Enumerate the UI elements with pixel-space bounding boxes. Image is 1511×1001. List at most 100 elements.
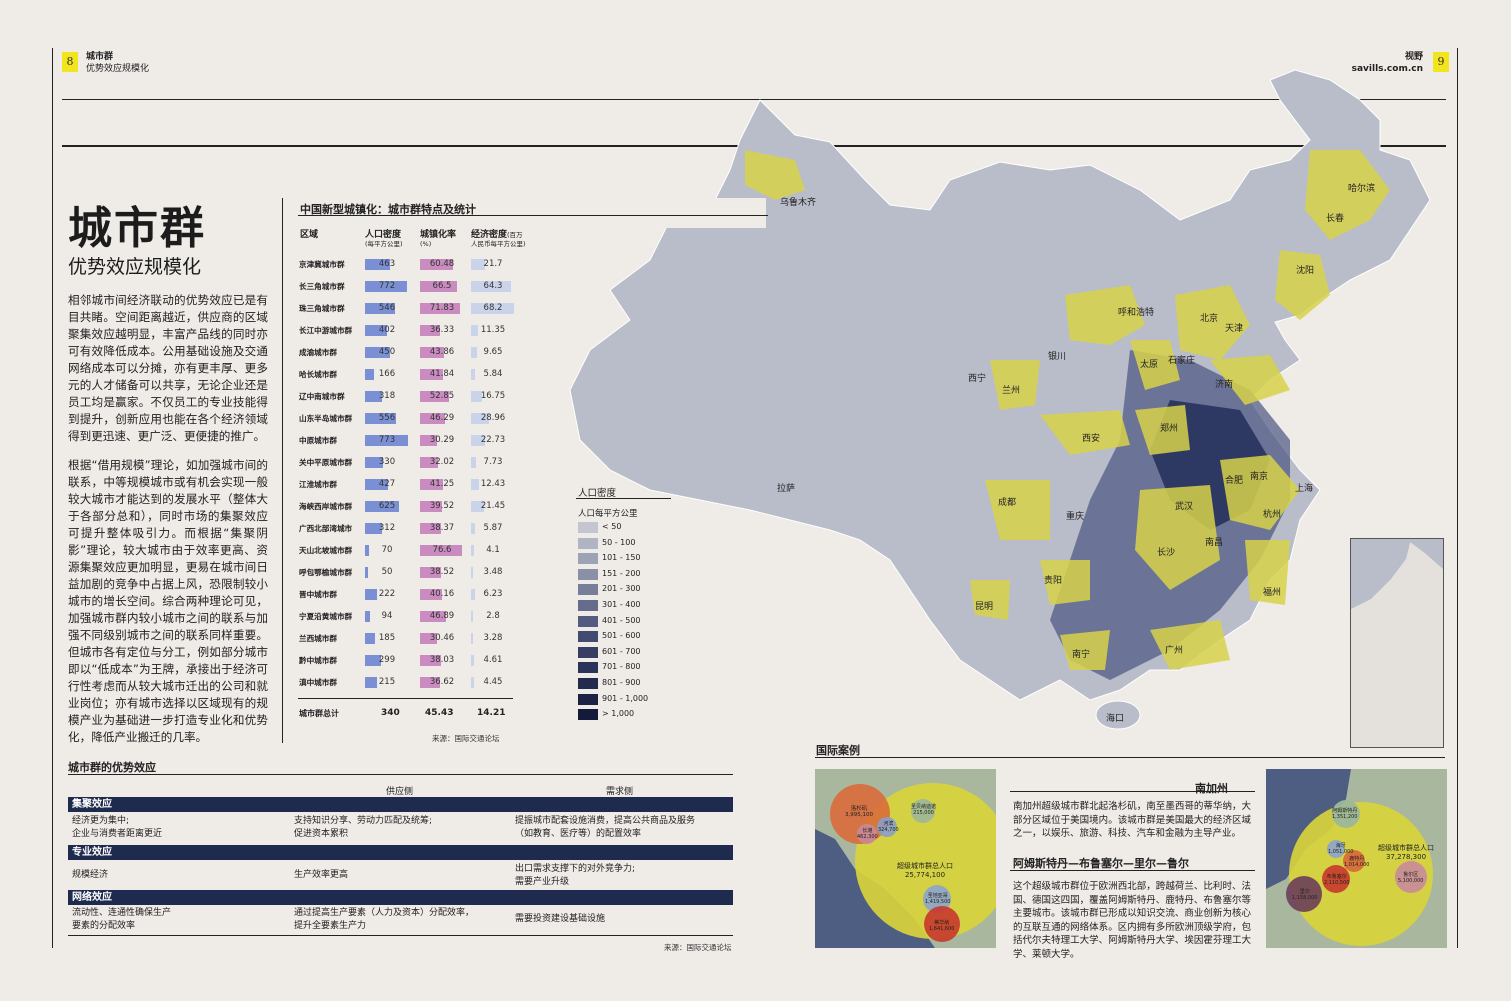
stats-row: 珠三角城市群 546 71.83 68.2 xyxy=(299,298,529,320)
inset-map xyxy=(1351,539,1443,609)
legend-items: < 50 50 - 100 101 - 150 151 - 200 201 - 300 3… xyxy=(578,520,668,721)
econ-bar xyxy=(471,325,479,336)
econ-bar xyxy=(471,589,475,600)
stats-source: 来源：国际交通论坛 xyxy=(432,734,500,743)
city-label: 郑州 xyxy=(1160,424,1179,434)
legend-label: 801 - 900 xyxy=(602,678,641,687)
stats-row: 京津冀城市群 463 60.48 21.7 xyxy=(299,254,529,276)
header-rule xyxy=(62,99,1446,100)
urban-bar xyxy=(420,545,463,556)
density-bar-value: 772 xyxy=(378,281,396,291)
effect-description: 规模经济 xyxy=(72,870,109,880)
column-divider xyxy=(282,198,283,743)
ams-title: 阿姆斯特丹—布鲁塞尔—里尔—鲁尔 xyxy=(1013,857,1189,870)
cluster-region xyxy=(1040,560,1090,605)
section-band: 集聚效应 xyxy=(68,797,733,812)
urban-bar-value: 36.33 xyxy=(429,325,455,335)
socal-map: 洛杉矶 3,995,100 圣贝纳迪诺 215,000 长滩 462,300 河滨 32… xyxy=(815,769,996,948)
density-bar-value: 70 xyxy=(381,545,393,555)
urban-bar xyxy=(420,611,446,622)
density-bar-value: 427 xyxy=(378,479,396,489)
stats-row: 呼包鄂榆城市群 50 38.52 3.48 xyxy=(299,562,529,584)
urban-bar-value: 46.29 xyxy=(429,413,455,423)
legend-rule xyxy=(576,498,671,499)
stats-row: 山东半岛城市群 556 46.29 28.96 xyxy=(299,408,529,430)
density-bar xyxy=(365,369,375,380)
stats-table-title: 中国新型城镇化：城市群特点及统计 xyxy=(300,203,476,216)
econ-bar-value: 68.2 xyxy=(483,303,503,313)
demand-side-text: 提振城市配套设施消费，提高公共商品及服务 （如教育、医疗等）的配置效率 xyxy=(515,816,696,839)
stats-row: 广西北部湾城市 312 38.37 5.87 xyxy=(299,518,529,540)
econ-bar xyxy=(471,281,512,292)
bubble-tj xyxy=(924,906,960,942)
econ-bar-value: 16.75 xyxy=(480,391,506,401)
city-label: 南京 xyxy=(1250,472,1269,482)
legend-swatch xyxy=(578,662,598,674)
left-page-number: 8 xyxy=(62,52,78,72)
econ-bar-value: 9.65 xyxy=(483,347,503,357)
bubble-label-lb: 长滩 462,300 xyxy=(857,828,878,840)
col-econ-unit-a: (百万 xyxy=(507,231,523,239)
bubble-ams xyxy=(1332,800,1360,828)
effect-description: 经济更为集中; 企业与消费者距离更近 xyxy=(72,816,163,839)
ams-rule xyxy=(1010,870,1255,871)
urban-bar xyxy=(420,633,437,644)
legend-swatch xyxy=(578,615,598,627)
site-url[interactable]: savills.com.cn xyxy=(1351,64,1423,74)
advantages-rule xyxy=(68,774,733,775)
col-urban: 城镇化率 (%) xyxy=(420,230,456,248)
legend-swatch xyxy=(578,600,598,611)
region-name: 海峡西岸城市群 xyxy=(299,502,353,511)
urban-bar xyxy=(420,501,442,512)
density-bar xyxy=(365,347,390,358)
region-name: 哈长城市群 xyxy=(299,370,337,379)
col-density-unit: (每平方公里) xyxy=(365,240,403,248)
urban-bar xyxy=(420,259,454,270)
col-urban-unit: (%) xyxy=(420,240,432,248)
urban-bar-value: 41.25 xyxy=(429,479,455,489)
econ-bar-value: 6.23 xyxy=(483,589,503,599)
density-bar-value: 299 xyxy=(378,655,396,665)
city-label: 西宁 xyxy=(968,374,987,384)
econ-bar-value: 12.43 xyxy=(480,479,506,489)
stats-row: 滇中城市群 215 36.62 4.45 xyxy=(299,672,529,694)
city-label: 杭州 xyxy=(1263,510,1282,520)
supply-side-text: 通过提高生产要素（人力及资本）分配效率， 提升全要素生产力 xyxy=(294,908,475,931)
legend-label: 201 - 300 xyxy=(602,584,641,594)
advantages-bottom-rule xyxy=(68,935,733,936)
region-name: 辽中南城市群 xyxy=(299,392,345,401)
urban-bar-value: 38.52 xyxy=(429,567,455,577)
density-bar-value: 330 xyxy=(378,457,396,467)
region-name: 宁夏沿黄城市群 xyxy=(299,612,353,621)
urban-bar xyxy=(420,303,460,314)
city-label: 天津 xyxy=(1225,324,1244,334)
cluster-region xyxy=(990,360,1040,410)
legend-label: 101 - 150 xyxy=(602,553,641,563)
legend-unit: 人口每平方公里 xyxy=(578,509,638,519)
density-bar xyxy=(365,677,377,688)
econ-bar xyxy=(471,391,482,402)
econ-bar xyxy=(471,501,485,512)
socal-body: 南加州超级城市群北起洛杉矶，南至墨西哥的蒂华纳，大部分区域位于美国境内。该城市群… xyxy=(1013,801,1251,839)
density-bar-value: 185 xyxy=(378,633,396,643)
col-supply: 供应侧 xyxy=(386,787,414,797)
density-bar-value: 773 xyxy=(378,435,396,445)
region-name: 关中平原城市群 xyxy=(299,458,353,467)
stats-row: 兰西城市群 185 30.46 3.28 xyxy=(299,628,529,650)
bubble-riv xyxy=(877,817,897,837)
hainan-island xyxy=(1095,700,1141,730)
econ-bar-value: 7.73 xyxy=(483,457,503,467)
stats-total-label: 城市群总计 xyxy=(299,709,339,718)
city-label: 福州 xyxy=(1263,588,1282,598)
section-band: 网络效应 xyxy=(68,890,733,905)
col-region: 区域 xyxy=(300,230,319,240)
left-section-label: 城市群 xyxy=(86,52,114,62)
urban-bar-value: 43.86 xyxy=(429,347,455,357)
stats-row: 长三角城市群 772 66.5 64.3 xyxy=(299,276,529,298)
city-label: 兰州 xyxy=(1002,386,1021,396)
legend-swatch xyxy=(578,709,598,721)
urban-bar xyxy=(420,479,443,490)
legend-swatch xyxy=(578,693,598,705)
city-label: 合肥 xyxy=(1225,476,1244,486)
stats-total-urban: 45.43 xyxy=(425,708,454,718)
